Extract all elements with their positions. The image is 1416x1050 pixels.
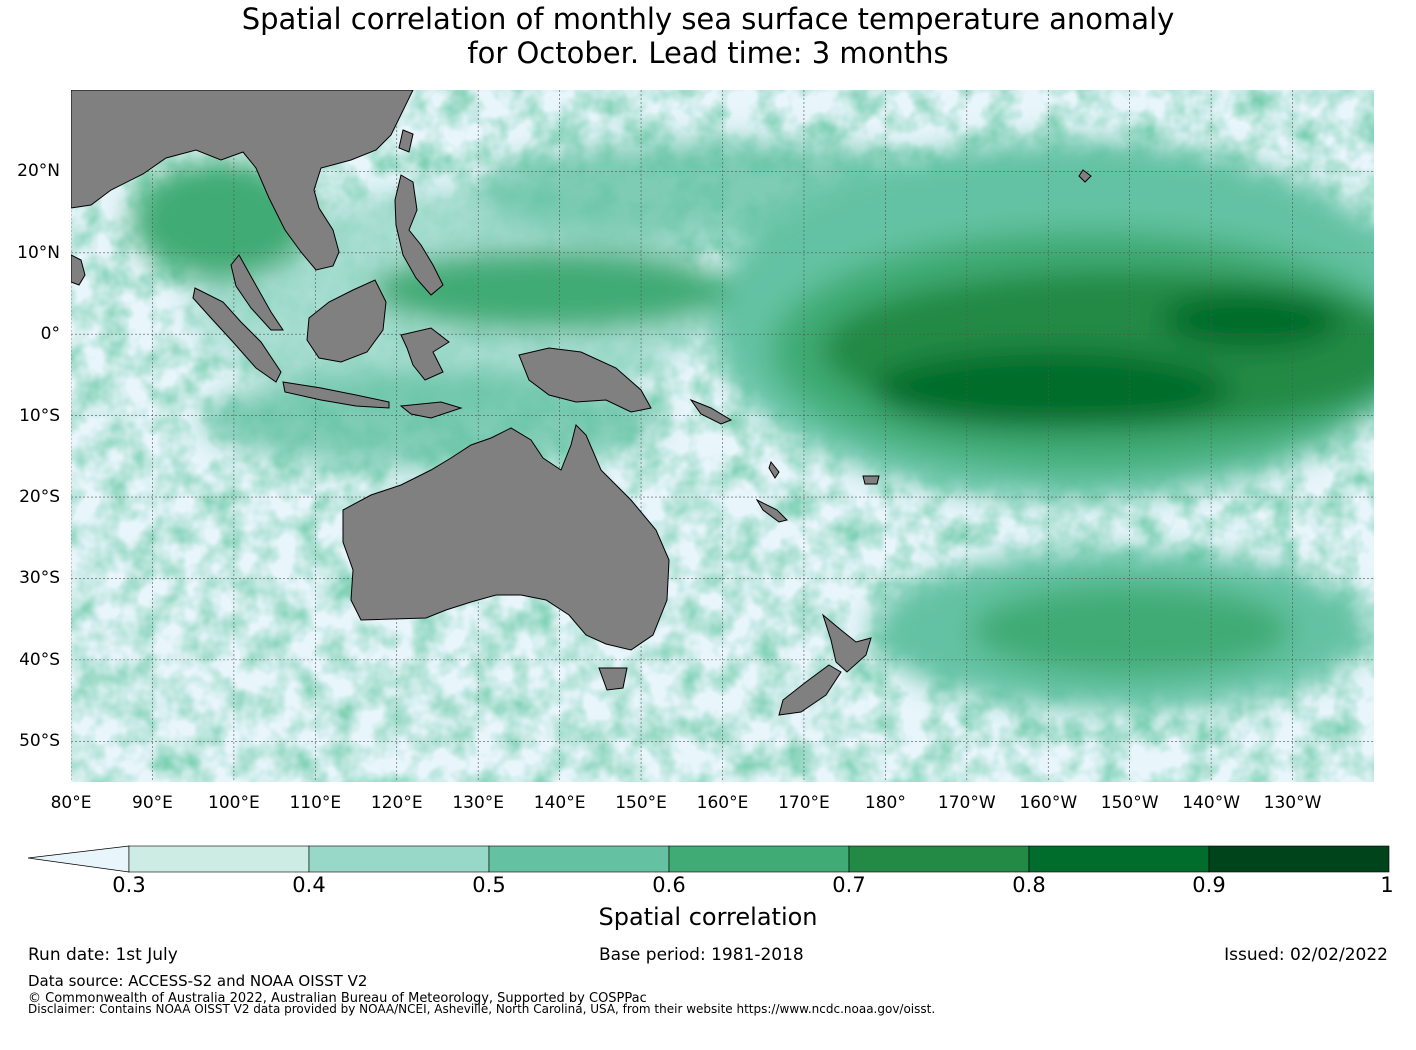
colorbar-segment xyxy=(668,845,850,873)
lat-label: 20°N xyxy=(17,161,60,182)
lon-label: 140°W xyxy=(1182,793,1241,813)
colorbar-tick-label: 0.9 xyxy=(1192,873,1226,897)
run-date: Run date: 1st July xyxy=(28,945,178,965)
lon-label: 80°E xyxy=(50,793,92,813)
lat-label: 50°S xyxy=(19,731,60,752)
land-philippines xyxy=(394,174,444,296)
colorbar-segment xyxy=(1208,845,1390,873)
colorbar-tick-label: 0.6 xyxy=(652,873,686,897)
correlation-map xyxy=(71,90,1374,782)
land-new-caledonia xyxy=(755,498,788,523)
title-line-2: for October. Lead time: 3 months xyxy=(467,36,949,70)
lat-label: 10°S xyxy=(19,405,60,426)
land-borneo xyxy=(306,279,387,363)
land-nz-south xyxy=(778,664,842,716)
colorbar-tick-label: 0.4 xyxy=(292,873,326,897)
lat-label: 0° xyxy=(40,324,60,345)
lat-label: 20°S xyxy=(19,487,60,508)
land-java xyxy=(282,381,390,409)
land-new-guinea xyxy=(518,347,652,413)
colorbar xyxy=(28,845,1390,873)
lat-label: 40°S xyxy=(19,649,60,670)
chart-title: Spatial correlation of monthly sea surfa… xyxy=(0,2,1416,70)
land-hawaii xyxy=(1078,169,1092,183)
land-malay xyxy=(230,254,284,331)
copyright: © Commonwealth of Australia 2022, Austra… xyxy=(28,991,647,1006)
land-asia xyxy=(71,90,414,271)
lon-label: 160°W xyxy=(1019,793,1078,813)
colorbar-extend-triangle xyxy=(28,845,130,873)
base-period: Base period: 1981-2018 xyxy=(599,945,804,965)
lon-label: 140°E xyxy=(533,793,586,813)
colorbar-label: Spatial correlation xyxy=(598,903,818,931)
land-lesser-sunda xyxy=(399,401,463,419)
lon-label: 170°W xyxy=(937,793,996,813)
colorbar-tick-label: 1 xyxy=(1380,873,1394,897)
colorbar-tick-label: 0.8 xyxy=(1012,873,1046,897)
lat-label: 10°N xyxy=(17,242,60,263)
lon-label: 170°E xyxy=(778,793,830,813)
land-solomons xyxy=(689,398,733,425)
issued-date: Issued: 02/02/2022 xyxy=(1224,945,1388,965)
lat-label: 30°S xyxy=(19,568,60,589)
land-vanuatu xyxy=(768,460,780,479)
land-fiji xyxy=(862,475,880,485)
title-line-1: Spatial correlation of monthly sea surfa… xyxy=(241,2,1175,36)
colorbar-segment xyxy=(488,845,670,873)
colorbar-tick-label: 0.7 xyxy=(832,873,866,897)
lon-label: 130°W xyxy=(1263,793,1322,813)
colorbar-segment xyxy=(308,845,490,873)
colorbar-segment xyxy=(848,845,1030,873)
lon-label: 180° xyxy=(864,793,906,813)
lon-label: 110°E xyxy=(289,793,342,813)
data-source: Data source: ACCESS-S2 and NOAA OISST V2 xyxy=(28,972,368,990)
lon-label: 100°E xyxy=(208,793,260,813)
land-australia xyxy=(342,424,670,651)
colorbar-segment xyxy=(128,845,310,873)
colorbar-segment xyxy=(1028,845,1210,873)
colorbar-tick-label: 0.3 xyxy=(112,873,146,897)
disclaimer: Disclaimer: Contains NOAA OISST V2 data … xyxy=(28,1002,936,1016)
lon-label: 120°E xyxy=(370,793,423,813)
land-taiwan xyxy=(398,129,414,153)
land-nz-north xyxy=(822,613,872,673)
lon-label: 150°E xyxy=(615,793,667,813)
land-sulawesi xyxy=(400,327,450,381)
lon-label: 90°E xyxy=(132,793,173,813)
land-tasmania xyxy=(598,667,628,691)
lon-label: 130°E xyxy=(452,793,505,813)
lon-label: 160°E xyxy=(696,793,749,813)
land-sri-lanka xyxy=(71,254,86,286)
landmasses xyxy=(71,90,1092,716)
graticule xyxy=(71,90,1374,782)
land-sumatra xyxy=(192,287,282,383)
lon-label: 150°W xyxy=(1100,793,1159,813)
colorbar-tick-label: 0.5 xyxy=(472,873,506,897)
map-canvas xyxy=(71,90,1374,782)
